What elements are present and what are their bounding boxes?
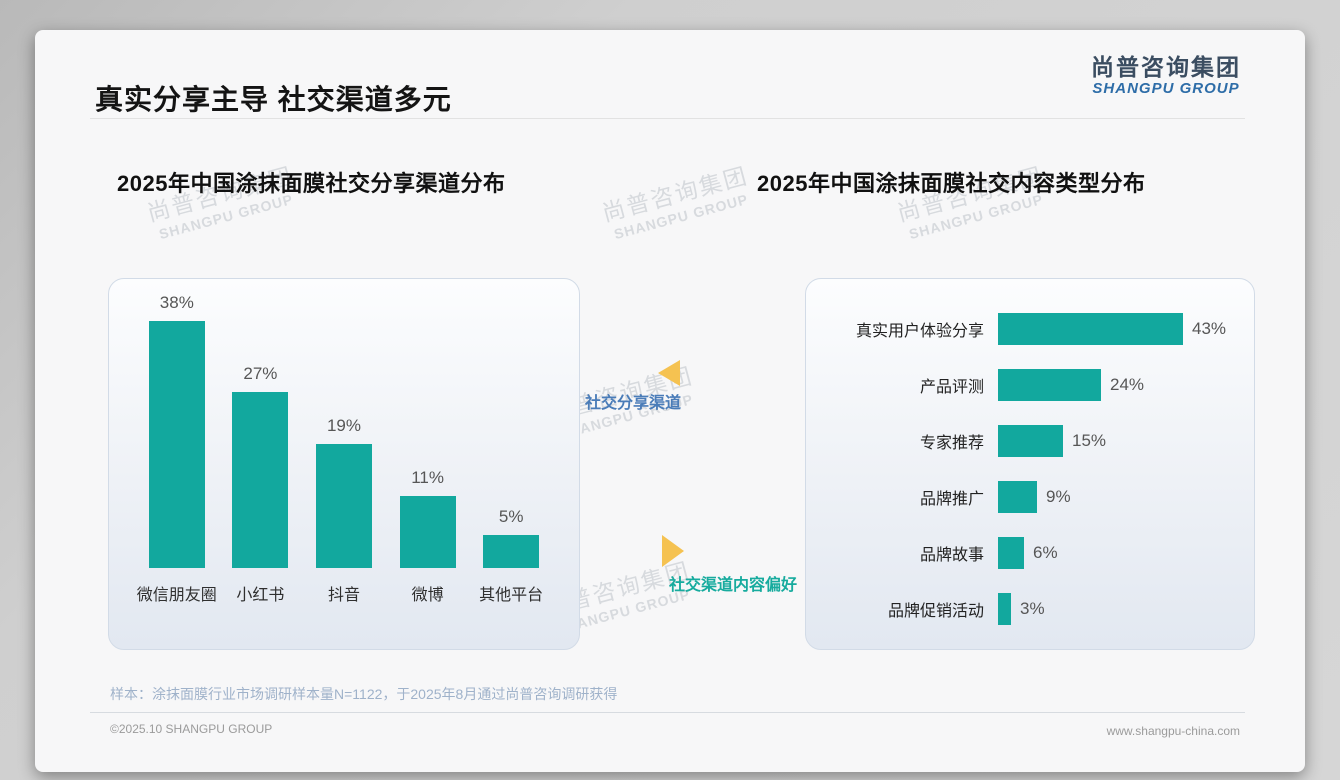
bar (998, 425, 1063, 457)
category-label: 小红书 (236, 587, 285, 604)
logo-english-text: SHANGPU GROUP (1092, 80, 1240, 98)
bar-row: 品牌促销活动 3% (806, 581, 1254, 637)
bar-group: 11% (386, 468, 470, 568)
category-label: 其他平台 (479, 587, 544, 604)
bar-group: 38% (135, 293, 219, 568)
annotation-social-sharing-channels: 社交分享渠道 (585, 395, 682, 412)
bar (148, 321, 205, 568)
bar-value-label: 3% (1020, 599, 1045, 618)
bar-value-label: 27% (243, 364, 278, 383)
bar-row: 产品评测 24% (806, 357, 1254, 413)
bar (399, 496, 456, 568)
category-label: 微信朋友圈 (136, 587, 217, 604)
vertical-bar-chart: 38% 27% 19% 11% 5% 微信朋友圈 小红书 抖音 微博 其他平台 (109, 279, 579, 649)
category-label: 抖音 (327, 587, 360, 604)
bar-group: 27% (219, 364, 303, 568)
bar-value-label: 6% (1033, 543, 1058, 562)
footer-website: www.shangpu-china.com (1106, 724, 1240, 738)
horizontal-bar-chart: 真实用户体验分享 43% 产品评测 24% 专家推荐 15% 品牌推广 9% 品牌故事 6% 品牌促… (806, 301, 1254, 637)
slide: 尚普咨询集团 SHANGPU GROUP 尚普咨询集团 SHANGPU GROUP 尚普… (35, 30, 1305, 772)
bar-group: 19% (302, 416, 386, 568)
bar (998, 481, 1037, 513)
bar-row: 专家推荐 15% (806, 413, 1254, 469)
bar-row: 品牌故事 6% (806, 525, 1254, 581)
bar (998, 369, 1101, 401)
right-chart-card: 真实用户体验分享 43% 产品评测 24% 专家推荐 15% 品牌推广 9% 品牌故事 6% 品牌促… (805, 278, 1255, 650)
category-label: 品牌促销活动 (887, 603, 984, 620)
left-pointing-triangle-icon (658, 360, 680, 386)
logo-chinese-text: 尚普咨询集团 (1091, 54, 1241, 80)
annotation-content-preference: 社交渠道内容偏好 (669, 577, 798, 594)
vbar-plot: 38% 27% 19% 11% 5% (135, 279, 553, 568)
bar-row: 品牌推广 9% (806, 469, 1254, 525)
bar-value-label: 15% (1072, 431, 1107, 450)
category-label: 微博 (411, 587, 444, 604)
watermark-chinese-text: 尚普咨询集团 (599, 162, 751, 227)
bar-value-label: 43% (1192, 319, 1227, 338)
bar (998, 313, 1183, 345)
bar-group: 5% (469, 507, 553, 568)
sample-note: 样本：涂抹面膜行业市场调研样本量N=1122，于2025年8月通过尚普咨询调研获… (110, 686, 618, 702)
left-chart-title: 2025年中国涂抹面膜社交分享渠道分布 (117, 171, 506, 196)
bar (232, 392, 289, 568)
bar-value-label: 11% (411, 468, 444, 487)
bar-value-label: 38% (159, 293, 194, 312)
bar (483, 535, 540, 568)
bar-value-label: 9% (1046, 487, 1071, 506)
footer-copyright: ©2025.10 SHANGPU GROUP (110, 722, 273, 736)
bar (998, 537, 1024, 569)
category-label: 真实用户体验分享 (855, 323, 984, 340)
category-label: 品牌推广 (919, 491, 984, 508)
bar-value-label: 19% (326, 416, 361, 435)
bar-value-label: 24% (1110, 375, 1145, 394)
company-logo: 尚普咨询集团 SHANGPU GROUP (1091, 54, 1241, 98)
header-divider (90, 118, 1245, 119)
category-label: 专家推荐 (919, 435, 984, 452)
right-chart-title: 2025年中国涂抹面膜社交内容类型分布 (757, 171, 1146, 196)
page-title: 真实分享主导 社交渠道多元 (95, 84, 452, 115)
watermark-english-text: SHANGPU GROUP (612, 190, 750, 242)
footer-divider (90, 712, 1245, 713)
right-pointing-triangle-icon (662, 535, 684, 567)
vbar-category-labels: 微信朋友圈 小红书 抖音 微博 其他平台 (135, 581, 553, 605)
bar (998, 593, 1011, 625)
category-label: 产品评测 (919, 379, 984, 396)
bar (315, 444, 372, 568)
bar-value-label: 5% (498, 507, 524, 526)
left-chart-card: 38% 27% 19% 11% 5% 微信朋友圈 小红书 抖音 微博 其他平台 (108, 278, 580, 650)
category-label: 品牌故事 (919, 547, 984, 564)
bar-row: 真实用户体验分享 43% (806, 301, 1254, 357)
